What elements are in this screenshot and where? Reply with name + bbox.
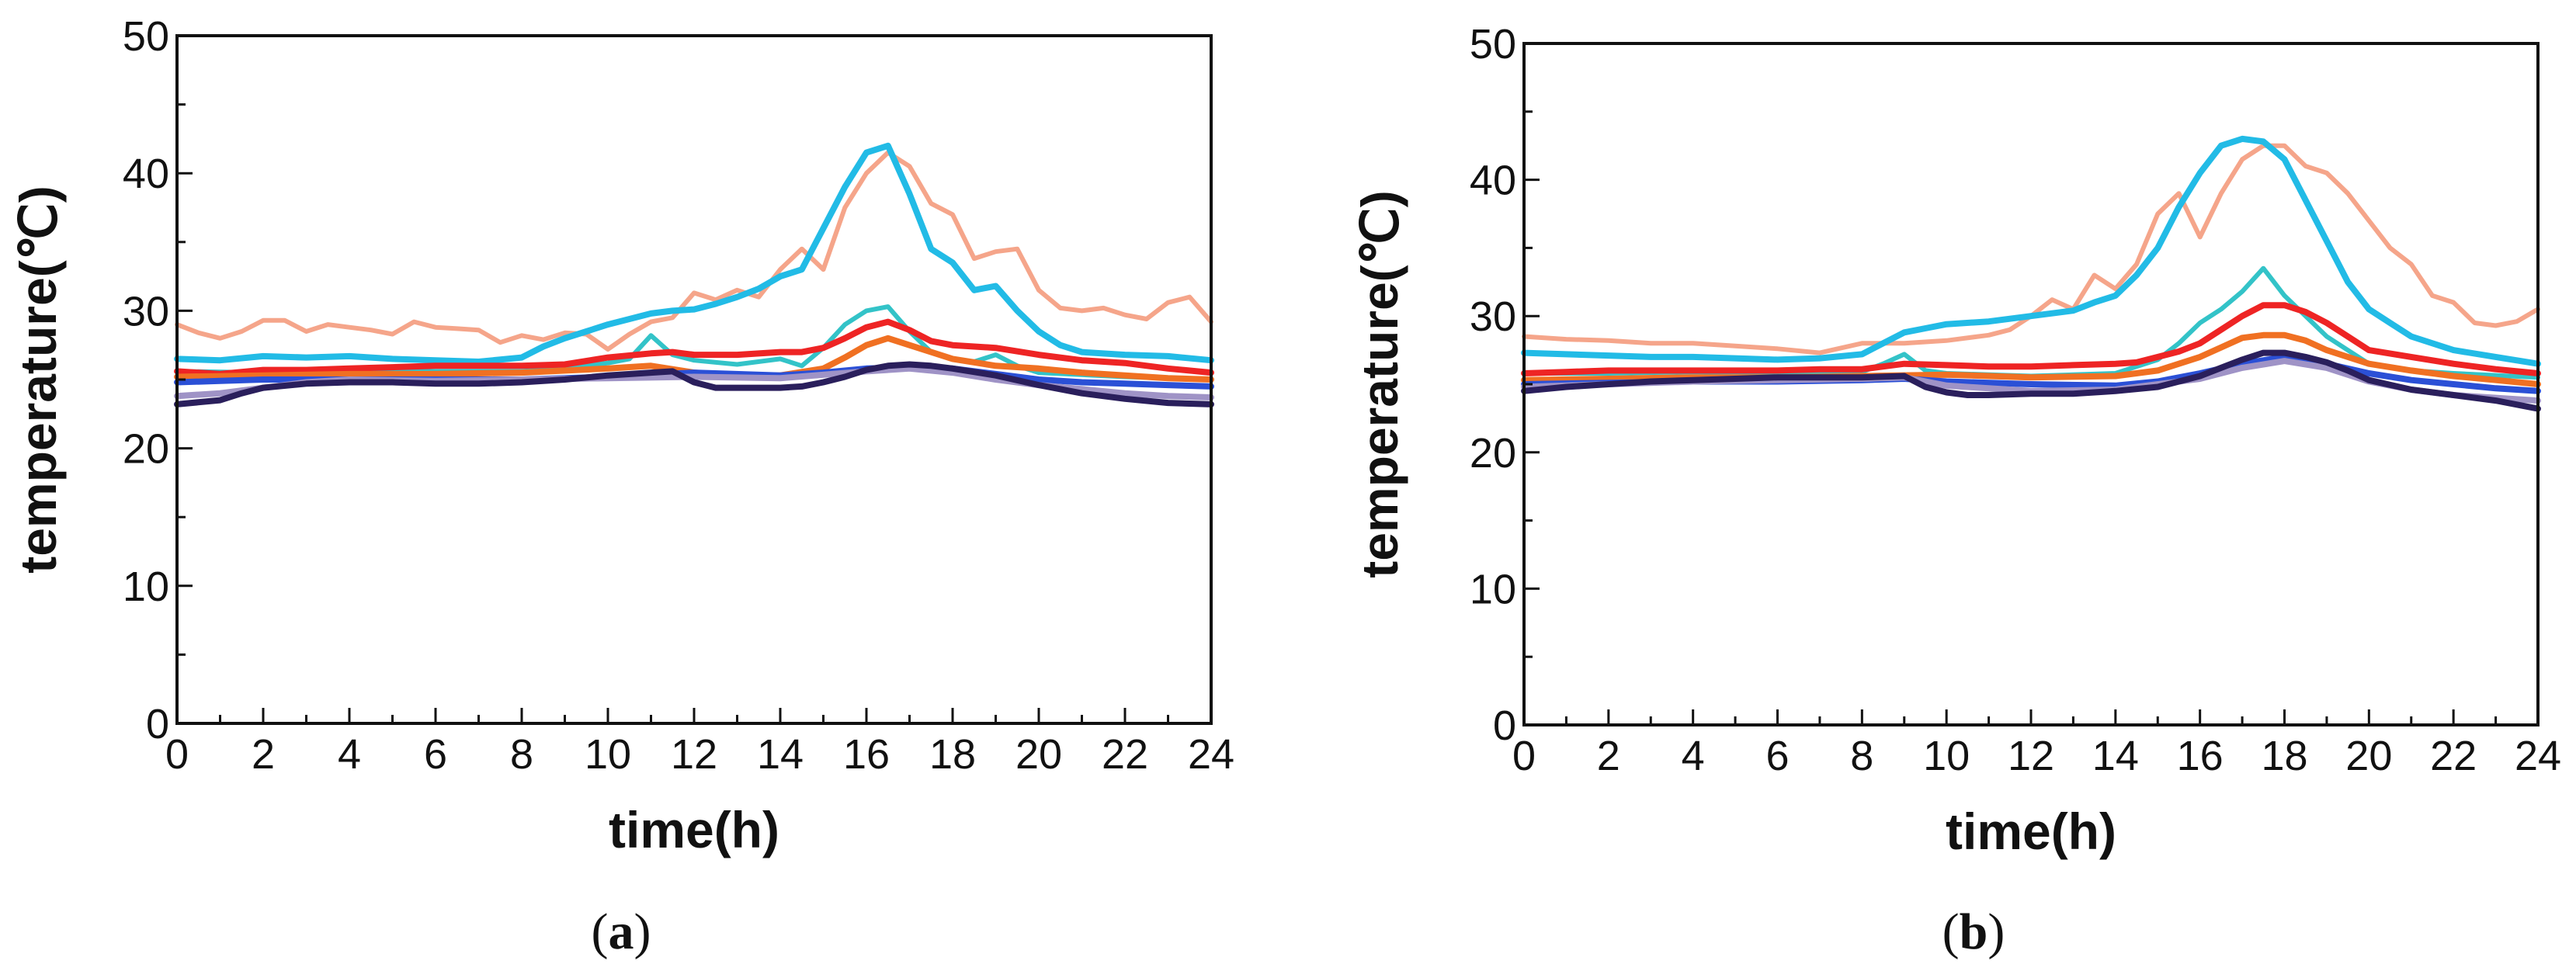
x-tick-label: 16 <box>843 731 890 778</box>
x-tick-label: 8 <box>1850 733 1873 779</box>
panel-label-letter: a <box>609 903 634 960</box>
x-tick-label: 12 <box>671 731 717 778</box>
x-tick-label: 20 <box>1015 731 1062 778</box>
y-tick-label: 40 <box>1470 158 1516 204</box>
series-line-red <box>177 322 1211 374</box>
y-axis-title: temperature(℃) <box>1351 190 1408 578</box>
series-line-salmon <box>177 153 1211 349</box>
panel-label-close: ) <box>1988 903 2005 960</box>
x-tick-label: 24 <box>2515 733 2561 779</box>
figure: 0 2 4 6 8 10 12 14 16 18 20 22 24 0 10 20 30 40 50 time(h) t… <box>0 0 2576 964</box>
x-tick-label: 6 <box>424 731 447 778</box>
x-tick-label: 22 <box>2430 733 2477 779</box>
panel-label-close: ) <box>634 903 651 960</box>
x-tick-label: 20 <box>2345 733 2392 779</box>
x-axis-title: time(h) <box>609 801 779 858</box>
chart-panel-a: 0 2 4 6 8 10 12 14 16 18 20 22 2401020304050time(h)t… <box>9 13 1234 960</box>
y-tick-label: 0 <box>1493 702 1516 749</box>
x-tick-label: 2 <box>1597 733 1620 779</box>
panel-label-letter: b <box>1960 903 1988 960</box>
x-tick-label: 2 <box>252 731 275 778</box>
y-tick-label: 30 <box>1470 293 1516 340</box>
y-tick-label: 30 <box>123 288 169 335</box>
series-line-dark-navy <box>1524 353 2538 409</box>
x-axis-title: time(h) <box>1946 803 2116 860</box>
series-line-sky-blue <box>1524 139 2538 364</box>
panel-label: (b) <box>1942 903 2005 960</box>
y-tick-label: 40 <box>123 151 169 197</box>
panel-label: (a) <box>592 903 651 960</box>
y-tick-label: 10 <box>1470 566 1516 612</box>
panel-label-open: ( <box>592 903 609 960</box>
x-tick-label: 14 <box>2092 733 2139 779</box>
y-tick-label: 20 <box>123 426 169 473</box>
x-tick-label: 6 <box>1765 733 1789 779</box>
y-tick-label: 50 <box>1470 21 1516 68</box>
x-tick-label: 4 <box>338 731 361 778</box>
x-tick-label: 18 <box>929 731 976 778</box>
x-tick-label: 14 <box>757 731 804 778</box>
series-group <box>1524 139 2538 409</box>
series-group <box>177 146 1211 404</box>
x-tick-label: 8 <box>510 731 533 778</box>
chart-panel-b: 0 2 4 6 8 10 12 14 16 18 20 22 2401020304050time(h)t… <box>1351 21 2561 960</box>
x-tick-label: 24 <box>1188 731 1234 778</box>
series-line-sky-blue <box>177 146 1211 362</box>
x-tick-label: 12 <box>2008 733 2054 779</box>
y-tick-label: 20 <box>1470 430 1516 477</box>
y-tick-label: 50 <box>123 13 169 60</box>
x-tick-label: 10 <box>585 731 631 778</box>
x-tick-label: 4 <box>1682 733 1705 779</box>
y-tick-label: 0 <box>146 701 169 747</box>
y-tick-label: 10 <box>123 563 169 610</box>
x-tick-label: 10 <box>1923 733 1970 779</box>
x-tick-label: 22 <box>1102 731 1148 778</box>
figure-canvas: 0 2 4 6 8 10 12 14 16 18 20 22 2401020304050time(h)t… <box>0 0 2576 964</box>
x-tick-label: 18 <box>2261 733 2307 779</box>
panel-label-open: ( <box>1942 903 1960 960</box>
x-tick-label: 16 <box>2177 733 2224 779</box>
y-axis-title: temperature(℃) <box>9 186 67 574</box>
